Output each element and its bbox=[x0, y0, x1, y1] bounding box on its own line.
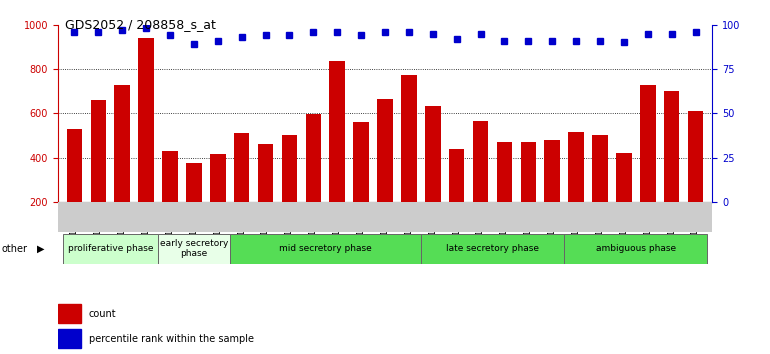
Text: proliferative phase: proliferative phase bbox=[68, 244, 153, 253]
Text: late secretory phase: late secretory phase bbox=[446, 244, 539, 253]
Bar bbox=[473, 121, 488, 202]
Bar bbox=[497, 142, 512, 202]
Bar bbox=[139, 38, 154, 202]
Text: percentile rank within the sample: percentile rank within the sample bbox=[89, 333, 253, 344]
Bar bbox=[544, 140, 560, 202]
Text: mid secretory phase: mid secretory phase bbox=[279, 244, 372, 253]
Bar bbox=[62, 234, 158, 264]
Bar bbox=[58, 329, 81, 348]
Text: GDS2052 / 208858_s_at: GDS2052 / 208858_s_at bbox=[65, 18, 216, 31]
Bar bbox=[664, 91, 679, 202]
Bar bbox=[229, 234, 421, 264]
Bar bbox=[67, 129, 82, 202]
Bar bbox=[640, 85, 655, 202]
Text: early secretory
phase: early secretory phase bbox=[159, 239, 228, 258]
Bar bbox=[58, 304, 81, 323]
Text: ▶: ▶ bbox=[37, 244, 45, 253]
Bar bbox=[425, 105, 440, 202]
Bar bbox=[115, 85, 130, 202]
Text: count: count bbox=[89, 309, 116, 319]
Bar bbox=[421, 234, 564, 264]
Bar bbox=[401, 75, 417, 202]
Bar bbox=[688, 111, 703, 202]
Bar bbox=[330, 61, 345, 202]
Bar bbox=[616, 153, 631, 202]
Bar bbox=[377, 99, 393, 202]
Bar bbox=[353, 122, 369, 202]
Bar bbox=[521, 142, 536, 202]
Bar bbox=[564, 234, 708, 264]
Bar bbox=[449, 149, 464, 202]
Text: other: other bbox=[2, 244, 28, 253]
Bar bbox=[568, 132, 584, 202]
Bar bbox=[306, 114, 321, 202]
Bar bbox=[158, 234, 229, 264]
Bar bbox=[592, 136, 608, 202]
Bar bbox=[210, 154, 226, 202]
Bar bbox=[186, 163, 202, 202]
Bar bbox=[258, 144, 273, 202]
Text: ambiguous phase: ambiguous phase bbox=[596, 244, 676, 253]
Bar bbox=[234, 133, 249, 202]
Bar bbox=[282, 136, 297, 202]
Bar bbox=[91, 100, 106, 202]
Bar bbox=[162, 151, 178, 202]
